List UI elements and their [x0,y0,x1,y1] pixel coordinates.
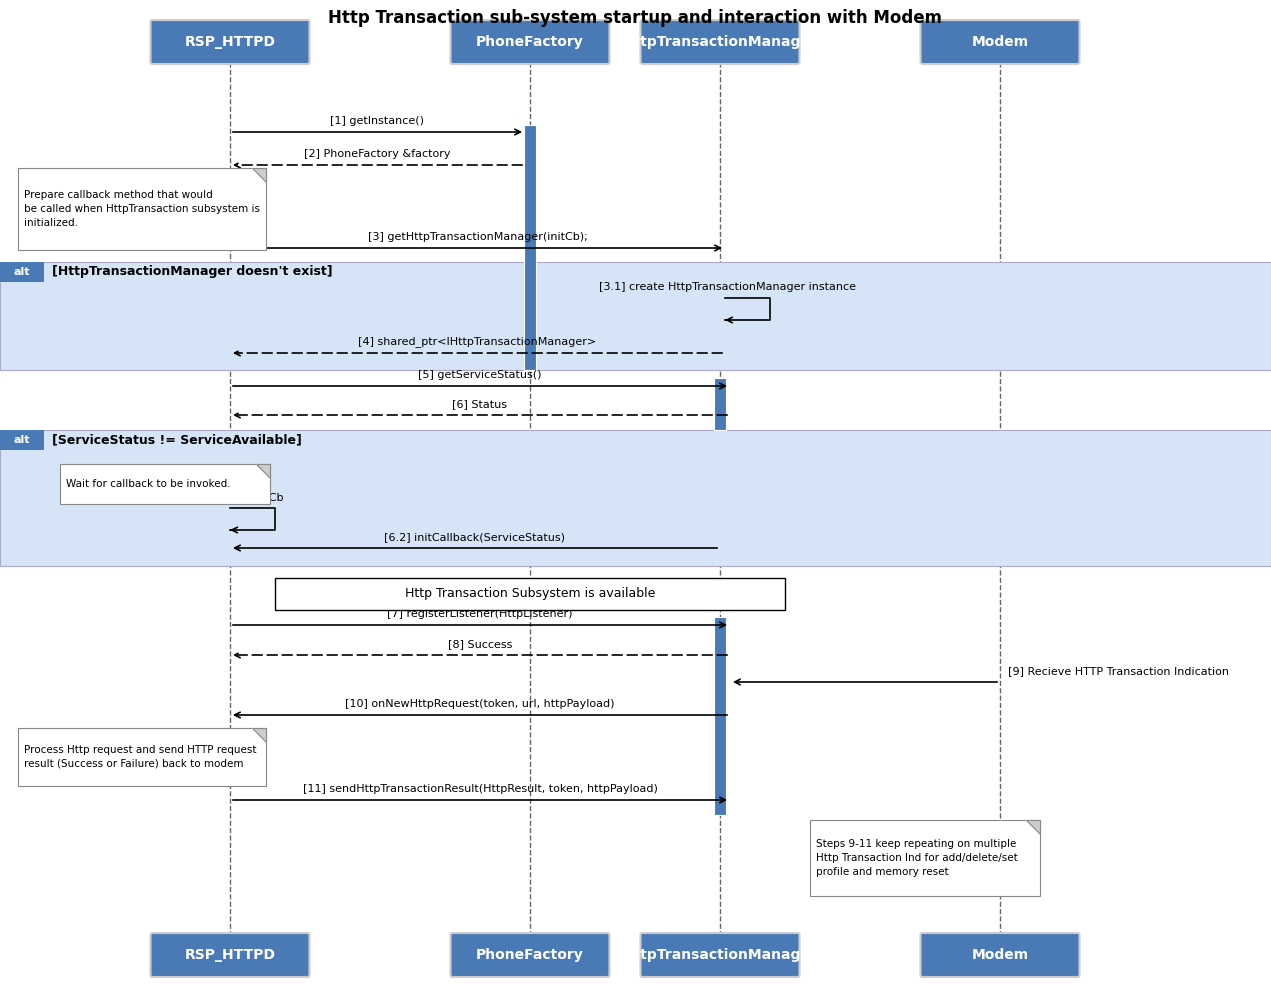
FancyBboxPatch shape [920,20,1079,64]
Text: [4] shared_ptr<IHttpTransactionManager>: [4] shared_ptr<IHttpTransactionManager> [358,336,596,347]
Text: Modem: Modem [971,35,1028,49]
Text: [5] getServiceStatus(): [5] getServiceStatus() [418,370,541,380]
Text: PhoneFactory: PhoneFactory [477,948,583,962]
Text: Http Transaction Subsystem is available: Http Transaction Subsystem is available [404,587,655,600]
FancyBboxPatch shape [641,933,799,977]
Text: [10] onNewHttpRequest(token, url, httpPayload): [10] onNewHttpRequest(token, url, httpPa… [346,699,615,709]
Bar [275,578,785,610]
Text: [ServiceStatus != ServiceAvailable]: [ServiceStatus != ServiceAvailable] [52,434,302,446]
Polygon shape [252,728,266,742]
Bar [714,378,726,430]
FancyBboxPatch shape [150,933,310,977]
FancyBboxPatch shape [150,20,310,64]
Text: RSP_HTTPD: RSP_HTTPD [184,35,276,49]
Bar [18,168,266,250]
Bar [0,262,44,282]
Bar [714,617,726,815]
FancyBboxPatch shape [641,20,799,64]
Text: Wait for callback to be invoked.: Wait for callback to be invoked. [66,479,230,489]
Text: RSP_HTTPD: RSP_HTTPD [184,948,276,962]
Text: [11] sendHttpTransactionResult(HttpResult, token, httpPayload): [11] sendHttpTransactionResult(HttpResul… [302,784,657,794]
Text: PhoneFactory: PhoneFactory [477,35,583,49]
Polygon shape [252,168,266,182]
Text: [3] getHttpTransactionManager(initCb);: [3] getHttpTransactionManager(initCb); [367,232,587,242]
Text: [8] Success: [8] Success [447,639,512,649]
Bar [810,820,1040,896]
Text: HttpTransactionManager: HttpTransactionManager [623,35,817,49]
Text: [6.1] waitforInitCb: [6.1] waitforInitCb [182,492,283,502]
Text: [HttpTransactionManager doesn't exist]: [HttpTransactionManager doesn't exist] [52,266,333,279]
Bar [252,168,266,182]
Polygon shape [1026,820,1040,834]
Bar [0,262,1271,370]
Bar [255,464,269,478]
Bar [1026,820,1040,834]
Text: alt: alt [14,435,31,445]
Polygon shape [255,464,269,478]
Bar [60,464,269,504]
Bar [18,728,266,786]
FancyBboxPatch shape [450,20,610,64]
Text: [6] Status: [6] Status [452,399,507,409]
Text: Modem: Modem [971,948,1028,962]
Text: Http Transaction sub-system startup and interaction with Modem: Http Transaction sub-system startup and … [328,9,943,27]
Text: [6.2] initCallback(ServiceStatus): [6.2] initCallback(ServiceStatus) [385,532,566,542]
FancyBboxPatch shape [450,933,610,977]
Text: [7] registerListener(HttpListener): [7] registerListener(HttpListener) [388,609,573,619]
Text: [9] Recieve HTTP Transaction Indication: [9] Recieve HTTP Transaction Indication [1008,666,1229,676]
Text: [1] getInstance(): [1] getInstance() [330,116,425,126]
Text: HttpTransactionManager: HttpTransactionManager [623,948,817,962]
Bar [252,728,266,742]
Bar [0,430,1271,566]
FancyBboxPatch shape [920,933,1079,977]
Text: Steps 9-11 keep repeating on multiple
Http Transaction Ind for add/delete/set
pr: Steps 9-11 keep repeating on multiple Ht… [816,839,1018,877]
Text: [3.1] create HttpTransactionManager instance: [3.1] create HttpTransactionManager inst… [599,282,855,292]
Bar [524,125,536,370]
Text: Prepare callback method that would
be called when HttpTransaction subsystem is
i: Prepare callback method that would be ca… [24,190,261,228]
Text: alt: alt [14,267,31,277]
Text: [2] PhoneFactory &factory: [2] PhoneFactory &factory [304,149,451,159]
Text: Process Http request and send HTTP request
result (Success or Failure) back to m: Process Http request and send HTTP reque… [24,745,257,769]
Bar [0,430,44,450]
